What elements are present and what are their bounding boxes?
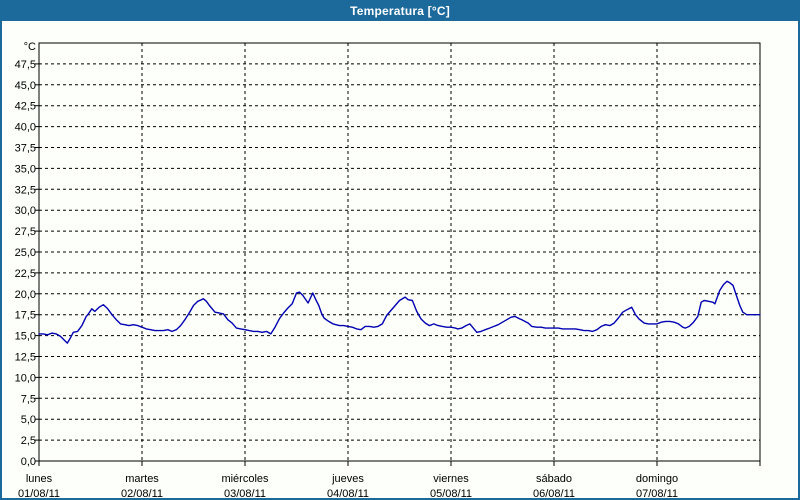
y-tick-label: 12,5 bbox=[15, 352, 36, 364]
y-tick-label: 7,5 bbox=[21, 393, 36, 405]
y-tick-label: 35,0 bbox=[15, 163, 36, 175]
x-day-date-label: 05/08/11 bbox=[430, 488, 472, 500]
x-day-date-label: 04/08/11 bbox=[327, 488, 369, 500]
y-tick-label: 32,5 bbox=[15, 184, 36, 196]
x-day-name-label: sábado bbox=[536, 473, 572, 485]
x-day-name-label: domingo bbox=[636, 473, 678, 485]
y-tick-label: 30,0 bbox=[15, 205, 36, 217]
x-day-date-label: 06/08/11 bbox=[533, 488, 575, 500]
y-axis-unit-label: °C bbox=[24, 41, 36, 53]
y-tick-label: 0,0 bbox=[21, 456, 36, 468]
y-tick-label: 45,0 bbox=[15, 80, 36, 92]
y-tick-label: 2,5 bbox=[21, 435, 36, 447]
y-tick-label: 17,5 bbox=[15, 310, 36, 322]
y-tick-label: 37,5 bbox=[15, 143, 36, 155]
y-tick-label: 20,0 bbox=[15, 289, 36, 301]
temperature-line bbox=[38, 280, 761, 344]
x-day-name-label: jueves bbox=[331, 473, 364, 485]
y-tick-label: 40,0 bbox=[15, 122, 36, 134]
y-tick-label: 42,5 bbox=[15, 101, 36, 113]
y-tick-label: 22,5 bbox=[15, 268, 36, 280]
x-day-name-label: lunes bbox=[26, 473, 53, 485]
x-day-name-label: martes bbox=[125, 473, 159, 485]
y-tick-label: 10,0 bbox=[15, 372, 36, 384]
x-day-date-label: 01/08/11 bbox=[18, 488, 60, 500]
title-bar: Temperatura [°C] bbox=[0, 0, 800, 21]
y-tick-label: 27,5 bbox=[15, 226, 36, 238]
y-tick-label: 25,0 bbox=[15, 247, 36, 259]
plot-border bbox=[38, 42, 761, 462]
chart-title: Temperatura [°C] bbox=[350, 3, 450, 18]
x-day-date-label: 07/08/11 bbox=[636, 488, 678, 500]
x-day-name-label: viernes bbox=[433, 473, 469, 485]
x-day-name-label: miércoles bbox=[221, 473, 269, 485]
y-tick-label: 5,0 bbox=[21, 414, 36, 426]
x-day-date-label: 02/08/11 bbox=[121, 488, 163, 500]
y-tick-label: 47,5 bbox=[15, 59, 36, 71]
y-tick-label: 15,0 bbox=[15, 331, 36, 343]
x-day-date-label: 03/08/11 bbox=[224, 488, 266, 500]
